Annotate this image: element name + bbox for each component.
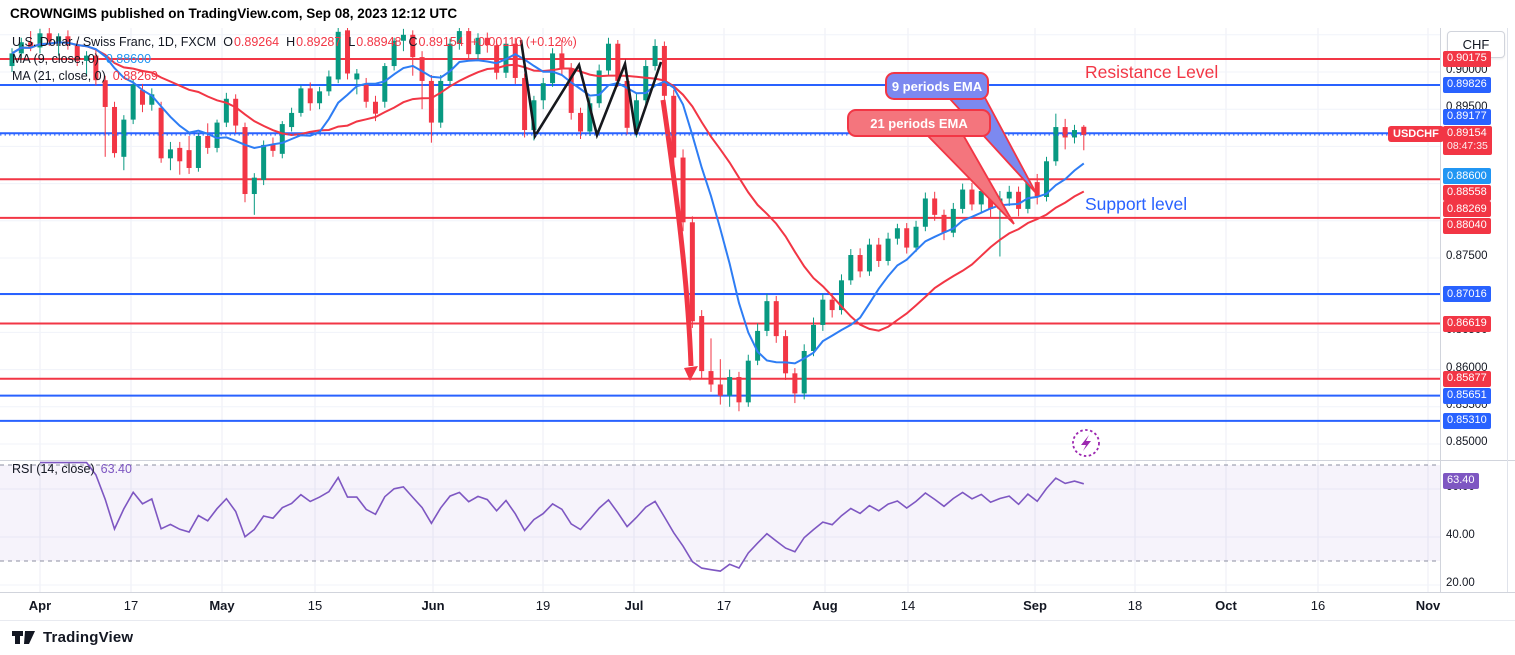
ma21-value: 0.88269 [112, 69, 158, 83]
high-value: 0.89287 [296, 35, 342, 49]
price-level-label: 0.89177 [1443, 108, 1491, 125]
lightning-bolt-icon [1081, 435, 1091, 451]
ma21-label: MA (21, close, 0) [12, 69, 106, 83]
rsi-line [40, 461, 1085, 572]
time-axis-label: Jun [421, 598, 445, 613]
candlestick-series [9, 28, 1087, 412]
time-axis-label: Apr [28, 598, 52, 613]
open-value: 0.89264 [233, 35, 280, 49]
price-level-label: 0.85310 [1443, 412, 1491, 429]
price-axis-tick: 0.87500 [1446, 250, 1488, 262]
rsi-legend-row[interactable]: RSI (14, close) 63.40 [12, 462, 132, 476]
rsi-axis-tick: 20.00 [1446, 577, 1475, 589]
ema21-callout-bubble[interactable]: 21 periods EMA [847, 109, 991, 137]
countdown-timer: 08:47:35 [1447, 140, 1488, 153]
time-axis-label: Oct [1215, 598, 1237, 613]
published-byline: CROWNGIMS published on TradingView.com, … [10, 6, 458, 21]
down-arrow[interactable] [660, 99, 694, 367]
price-level-label: 0.90175 [1443, 50, 1491, 67]
time-axis-label: 17 [123, 598, 139, 613]
symbol-price-tag: USDCHF [1388, 125, 1444, 142]
price-axis-tick: 0.85000 [1446, 436, 1488, 448]
price-level-label: 0.88558 [1443, 184, 1491, 201]
time-axis-label: 19 [535, 598, 551, 613]
down-arrow-head-icon [684, 366, 698, 381]
ma9-line [11, 41, 1085, 365]
symbol-legend-row[interactable]: U.S. Dollar / Swiss Franc, 1D, FXCM O 0.8… [12, 35, 577, 49]
time-axis-label: Sep [1023, 598, 1047, 613]
symbol-title: U.S. Dollar / Swiss Franc, 1D, FXCM [12, 35, 217, 49]
price-level-label: 0.86619 [1443, 315, 1491, 332]
price-level-label: 0.89826 [1443, 76, 1491, 93]
ma9-value: 0.88600 [105, 52, 152, 66]
tradingview-logo-text: TradingView [43, 629, 134, 646]
tradingview-logo-icon [12, 631, 35, 644]
rsi-value: 63.40 [100, 462, 132, 476]
time-axis-label: May [209, 598, 235, 613]
close-value: 0.89154 [418, 35, 464, 49]
rsi-axis-tick: 40.00 [1446, 529, 1475, 541]
tradingview-logo[interactable]: TradingView [12, 629, 133, 646]
ma-axis-label: 0.88269 [1443, 201, 1491, 218]
time-axis-label: 15 [307, 598, 323, 613]
time-axis-label: 16 [1310, 598, 1326, 613]
rsi-value-label: 63.40 [1443, 472, 1479, 489]
ma21-line [11, 41, 1085, 332]
price-level-label: 0.87016 [1443, 286, 1491, 302]
time-axis-label: 18 [1127, 598, 1143, 613]
time-axis-label: Jul [624, 598, 644, 613]
close-label: C [408, 35, 418, 49]
ema9-callout-bubble[interactable]: 9 periods EMA [885, 72, 989, 100]
rsi-band [0, 465, 1440, 561]
low-label: L [348, 35, 356, 49]
ma21-legend-row[interactable]: MA (21, close, 0) 0.88269 [12, 69, 158, 83]
ma9-legend-row[interactable]: MA (9, close, 0) 0.88600 [12, 52, 151, 66]
price-axis-tick: 0.90000 [1446, 64, 1488, 76]
change-value: +0.00110 (+0.12%) [470, 35, 577, 49]
time-axis-label: Aug [812, 598, 838, 613]
price-axis-tick: 0.86000 [1446, 361, 1488, 374]
resistance-level-text[interactable]: Resistance Level [1085, 62, 1219, 82]
ma9-label: MA (9, close, 0) [12, 52, 99, 66]
open-label: O [223, 35, 233, 49]
ma-axis-label: 0.88600 [1443, 168, 1491, 185]
low-value: 0.88948 [356, 35, 402, 49]
time-axis-label: 14 [900, 598, 916, 613]
price-level-label: 0.85651 [1443, 387, 1491, 404]
price-level-label: 0.88040 [1443, 217, 1491, 234]
time-axis-label: 17 [716, 598, 732, 613]
price-level-label: 0.85877 [1443, 370, 1491, 387]
rsi-label: RSI (14, close) [12, 462, 95, 476]
time-axis-label: Nov [1415, 598, 1441, 613]
high-label: H [286, 35, 296, 49]
support-level-text[interactable]: Support level [1085, 194, 1188, 214]
current-price-label: 0.89154 08:47:35 [1443, 125, 1492, 155]
